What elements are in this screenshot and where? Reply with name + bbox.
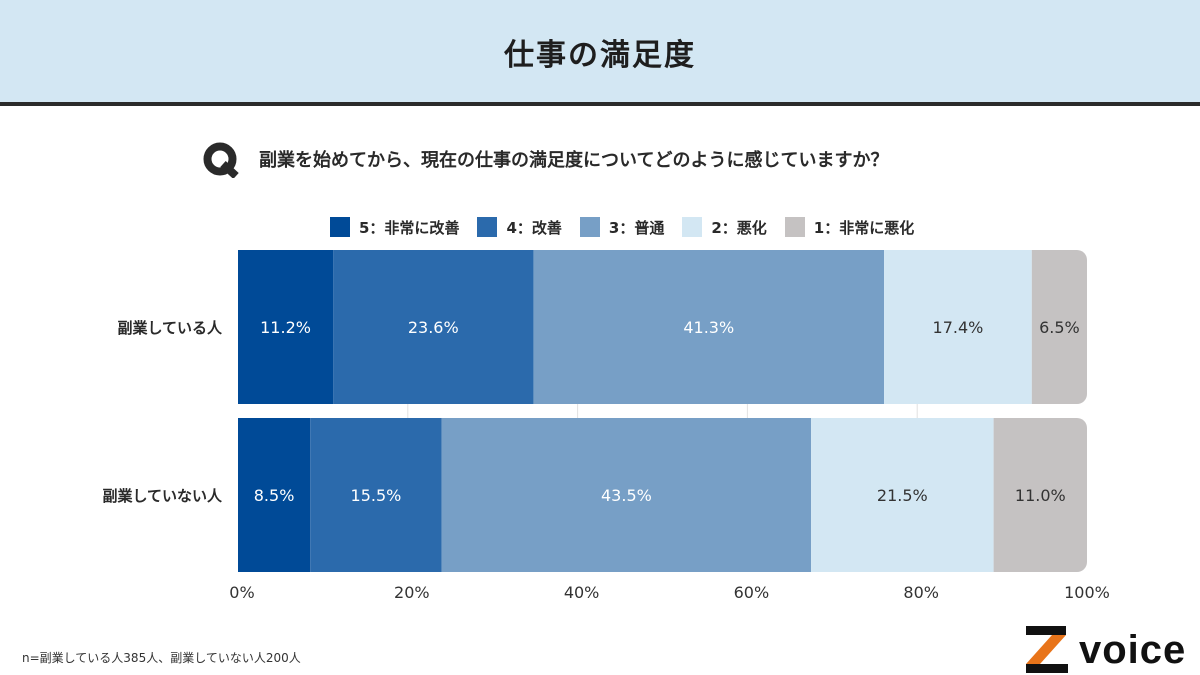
- data-label: 15.5%: [351, 486, 402, 505]
- legend-item: 5：非常に改善: [330, 217, 459, 238]
- page-title: 仕事の満足度: [504, 38, 696, 73]
- data-label: 8.5%: [254, 486, 295, 505]
- x-tick-label: 80%: [903, 583, 939, 602]
- bar-segment: [533, 250, 885, 404]
- q-icon: [203, 142, 239, 178]
- legend-label: 1：非常に悪化: [813, 218, 915, 237]
- bar-segment: [238, 250, 334, 404]
- data-label: 11.2%: [260, 318, 311, 337]
- bar-segment: [1031, 250, 1087, 404]
- legend-swatch: [784, 217, 805, 237]
- x-tick-label: 40%: [564, 583, 600, 602]
- question-text: 副業を始めてから、現在の仕事の満足度についてどのように感じていますか？: [259, 150, 889, 171]
- bar-group: [238, 250, 1087, 404]
- data-label: 11.0%: [1015, 486, 1066, 505]
- legend-item: 3：普通: [579, 217, 665, 238]
- legend-label: 2：悪化: [711, 218, 767, 237]
- legend-label: 3：普通: [608, 218, 665, 237]
- legend-swatch: [330, 217, 350, 237]
- x-tick-label: 20%: [394, 583, 430, 602]
- category-label: 副業している人: [117, 319, 223, 337]
- legend-swatch: [579, 217, 600, 237]
- data-label: 17.4%: [933, 318, 984, 337]
- bar-segment: [993, 418, 1087, 572]
- legend-swatch: [477, 217, 498, 237]
- bar-segment: [441, 418, 812, 572]
- legend-swatch: [682, 217, 703, 237]
- data-label: 23.6%: [408, 318, 459, 337]
- legend-item: 1：非常に悪化: [784, 217, 915, 238]
- legend-label: 5：非常に改善: [359, 218, 460, 237]
- legend-item: 4：改善: [477, 217, 562, 238]
- sample-size-note: n=副業している人385人、副業していない人200人: [22, 651, 301, 665]
- legend-label: 4：改善: [506, 218, 562, 237]
- data-label: 21.5%: [877, 486, 928, 505]
- bar-group: [238, 418, 1087, 572]
- bar-segment: [811, 418, 994, 572]
- x-tick-label: 60%: [734, 583, 770, 602]
- x-tick-label: 100%: [1064, 583, 1110, 602]
- category-label: 副業していない人: [102, 487, 223, 505]
- header-banner: 仕事の満足度: [0, 0, 1200, 106]
- logo-text: voice: [1079, 628, 1187, 672]
- x-tick-label: 0%: [229, 583, 254, 602]
- bar-segment: [884, 250, 1032, 404]
- brand-logo: voice: [1022, 622, 1200, 675]
- z-logo-icon: [1026, 626, 1068, 673]
- bar-segment: [238, 418, 311, 572]
- bar-segment: [333, 250, 534, 404]
- bar-segment: [310, 418, 442, 572]
- data-label: 41.3%: [683, 318, 734, 337]
- data-label: 43.5%: [601, 486, 652, 505]
- legend-item: 2：悪化: [682, 217, 767, 238]
- data-label: 6.5%: [1039, 318, 1080, 337]
- chart-legend: 5：非常に改善 4：改善 3：普通 2：悪化 1：非常に悪化: [330, 216, 932, 238]
